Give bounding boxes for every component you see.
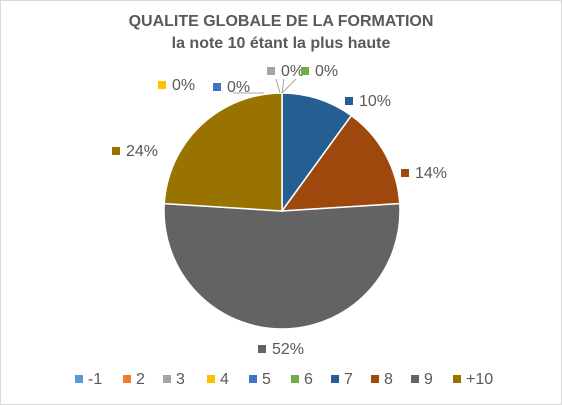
data-label-marker-+10 <box>112 147 120 155</box>
legend-swatch-5 <box>249 375 257 383</box>
legend-label-9: 9 <box>424 371 433 388</box>
pie-slice-8 <box>280 114 401 212</box>
legend-label-3: 3 <box>176 371 185 388</box>
data-label-marker-3 <box>267 67 275 75</box>
legend-label-8: 8 <box>384 371 393 388</box>
legend-label-6: 6 <box>304 371 313 388</box>
data-label-marker-4 <box>158 81 166 89</box>
legend-swatch-6 <box>291 375 299 383</box>
legend-swatch-+10 <box>453 375 461 383</box>
data-label-+10: 24% <box>126 143 158 160</box>
legend-label-+10: +10 <box>466 371 493 388</box>
legend-label-4: 4 <box>220 371 229 388</box>
data-label-marker-8 <box>401 169 409 177</box>
data-label-7: 10% <box>359 93 391 110</box>
pie-slice-7 <box>281 92 353 214</box>
data-label-marker-9 <box>258 345 266 353</box>
pie-slice-9 <box>163 202 401 330</box>
legend-swatch-9 <box>411 375 419 383</box>
leader-line <box>275 78 281 94</box>
legend-swatch-2 <box>123 375 131 383</box>
chart-title: QUALITE GLOBALE DE LA FORMATION <box>128 13 434 30</box>
pie-slice-+10 <box>163 92 283 212</box>
data-label-5: 0% <box>227 79 250 96</box>
legend-swatch-3 <box>163 375 171 383</box>
data-label-4: 0% <box>172 77 195 94</box>
chart-title-block: QUALITE GLOBALE DE LA FORMATION la note … <box>1 11 561 55</box>
legend-swatch-8 <box>371 375 379 383</box>
legend-swatch-4 <box>207 375 215 383</box>
legend-label--1: -1 <box>88 371 102 388</box>
data-label-9: 52% <box>272 341 304 358</box>
data-label-marker-6 <box>301 67 309 75</box>
legend-label-7: 7 <box>344 371 353 388</box>
data-label-6: 0% <box>315 63 338 80</box>
chart-subtitle: la note 10 étant la plus haute <box>171 35 391 52</box>
data-label-3: 0% <box>281 63 304 80</box>
legend-swatch--1 <box>75 375 83 383</box>
legend-swatch-7 <box>331 375 339 383</box>
legend-label-5: 5 <box>262 371 271 388</box>
legend-label-2: 2 <box>136 371 145 388</box>
data-label-marker-7 <box>345 97 353 105</box>
leader-line <box>281 78 297 94</box>
data-label-8: 14% <box>415 165 447 182</box>
data-label-marker-5 <box>213 83 221 91</box>
leader-line <box>281 78 285 94</box>
